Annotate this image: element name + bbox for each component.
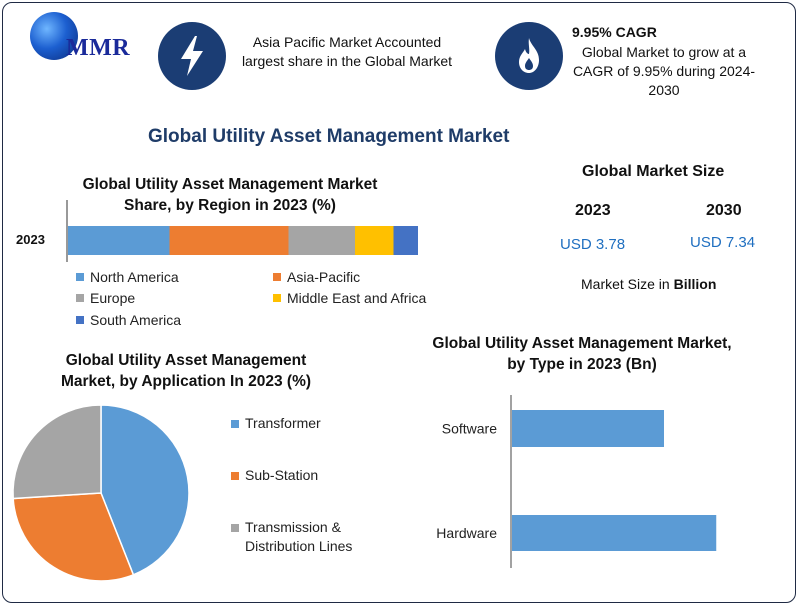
pie-slice-sub-station <box>12 492 135 582</box>
region-bar-asia-pacific <box>169 226 289 255</box>
cagr-title: 9.95% CAGR <box>572 24 657 40</box>
market-size-unit-prefix: Market Size in <box>581 276 670 292</box>
legend-label: South America <box>90 312 182 328</box>
region-bar-chart <box>66 200 418 262</box>
region-legend-item-europe: Europe <box>76 290 135 306</box>
legend-label: Middle East and Africa <box>287 290 427 306</box>
region-bar-group <box>68 226 418 255</box>
type-bar-chart: Software Hardware <box>436 395 717 568</box>
globe-logo-icon <box>30 12 78 60</box>
type-tick-label-hardware: Hardware <box>436 525 497 541</box>
application-legend-item-sub-station: Sub-Station <box>231 466 371 485</box>
region-bar-south-america <box>393 226 418 255</box>
region-legend-item-north-america: North America <box>76 269 179 285</box>
type-bar-group: Software Hardware <box>436 410 717 551</box>
market-size-year-2: 2030 <box>706 202 742 219</box>
legend-label: Europe <box>90 290 136 306</box>
legend-label: Transformer <box>245 415 321 431</box>
region-chart-category: 2023 <box>16 232 45 247</box>
region-legend-item-middle-east-and-africa: Middle East and Africa <box>273 290 426 306</box>
flame-icon <box>495 22 563 90</box>
pie-slice-transmission-distribution-lines <box>12 404 102 500</box>
legend-swatch <box>231 472 239 480</box>
legend-swatch <box>273 273 281 281</box>
legend-label: Asia-Pacific <box>287 269 361 285</box>
legend-swatch <box>76 294 84 302</box>
type-tick-label-software: Software <box>442 421 497 437</box>
region-bar-middle-east-and-africa <box>355 226 394 255</box>
legend-swatch <box>231 420 239 428</box>
application-pie-chart <box>12 404 190 582</box>
region-bar-europe <box>288 226 355 255</box>
legend-swatch <box>76 273 84 281</box>
lightning-icon <box>158 22 226 90</box>
application-legend-item-transformer: Transformer <box>231 414 371 433</box>
application-legend-item-transmission-distribution-lines: Transmission & Distribution Lines <box>231 518 371 556</box>
legend-swatch <box>273 294 281 302</box>
pie-slice-group <box>12 404 190 582</box>
market-size-unit: Market Size in Billion <box>581 276 716 292</box>
region-legend-item-south-america: South America <box>76 312 181 328</box>
legend-label: North America <box>90 269 179 285</box>
type-bar-software <box>512 410 664 447</box>
legend-swatch <box>231 524 239 532</box>
market-size-year-1: 2023 <box>575 202 611 219</box>
type-bar-hardware <box>512 515 717 551</box>
market-size-value-1: USD 3.78 <box>560 236 626 253</box>
market-size-value-2: USD 7.34 <box>690 234 756 251</box>
market-size-unit-bold: Billion <box>673 276 717 292</box>
legend-swatch <box>76 316 84 324</box>
region-legend-item-asia-pacific: Asia-Pacific <box>273 269 360 285</box>
application-chart-title: Global Utility Asset Management Market, … <box>60 352 312 390</box>
type-chart-title: Global Utility Asset Management Market, … <box>432 335 732 373</box>
market-size-title: Global Market Size <box>582 163 725 180</box>
region-headline: Asia Pacific Market Accounted largest sh… <box>241 34 453 69</box>
region-bar-north-america <box>68 226 170 255</box>
page-title: Global Utility Asset Management Market <box>148 126 510 147</box>
legend-label: Sub-Station <box>245 467 319 483</box>
pie-slice-transformer <box>100 404 190 576</box>
region-chart-title: Global Utility Asset Management Market S… <box>82 176 378 214</box>
legend-label: Transmission & Distribution Lines <box>245 519 353 554</box>
logo-text: MMR <box>66 35 131 61</box>
cagr-body: Global Market to grow at a CAGR of 9.95%… <box>572 44 756 98</box>
